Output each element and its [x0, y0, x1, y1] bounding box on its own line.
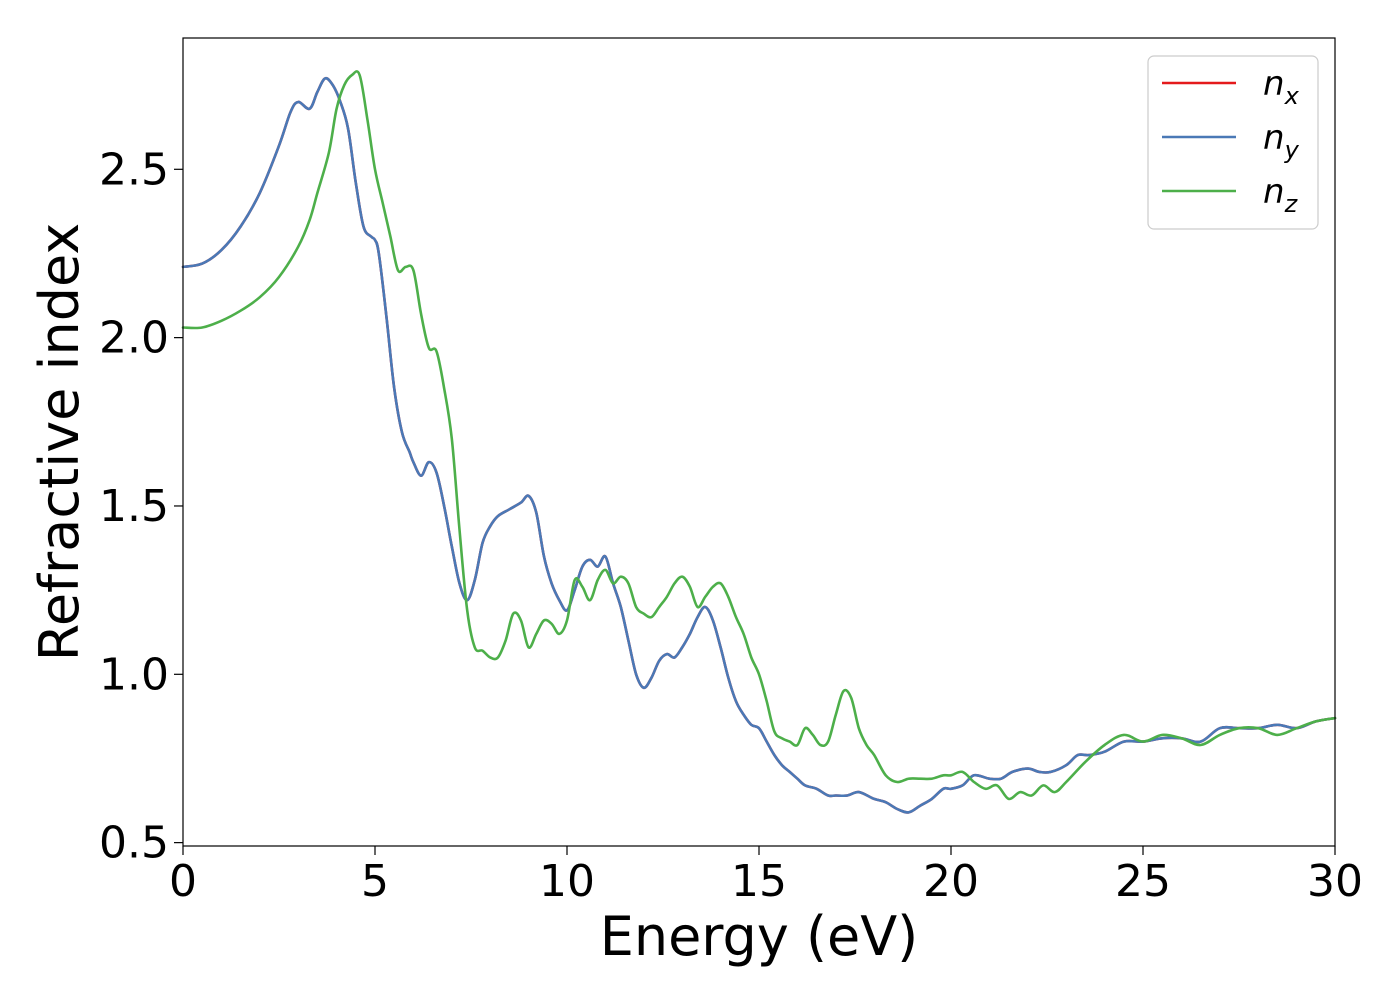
y-tick-label: 1.5	[99, 481, 169, 532]
x-tick-label: 0	[169, 856, 197, 907]
series-line-nz	[181, 70, 1337, 801]
x-tick-label: 20	[923, 856, 979, 907]
series-layer	[181, 70, 1337, 814]
x-axis: 0 5 10 15 20 25 30	[169, 846, 1363, 907]
x-tick-label: 5	[361, 856, 389, 907]
legend-label-ny: ny	[1263, 118, 1300, 164]
x-tick-label: 25	[1115, 856, 1171, 907]
y-tick-label: 0.5	[99, 818, 169, 869]
y-tick-label: 1.0	[99, 649, 169, 700]
legend-label-nx: nx	[1263, 64, 1300, 110]
y-axis-title: Refractive index	[28, 223, 91, 662]
y-axis: 0.5 1.0 1.5 2.0 2.5	[99, 144, 183, 869]
x-tick-label: 30	[1307, 856, 1363, 907]
x-tick-label: 10	[539, 856, 595, 907]
y-tick-label: 2.0	[99, 313, 169, 364]
legend: nx ny nz	[1147, 55, 1319, 230]
series-line-ny	[181, 76, 1337, 814]
legend-box	[1147, 55, 1319, 230]
y-tick-label: 2.5	[99, 144, 169, 195]
x-tick-label: 15	[731, 856, 787, 907]
legend-label-nz: nz	[1263, 172, 1299, 218]
x-axis-title: Energy (eV)	[600, 905, 919, 968]
